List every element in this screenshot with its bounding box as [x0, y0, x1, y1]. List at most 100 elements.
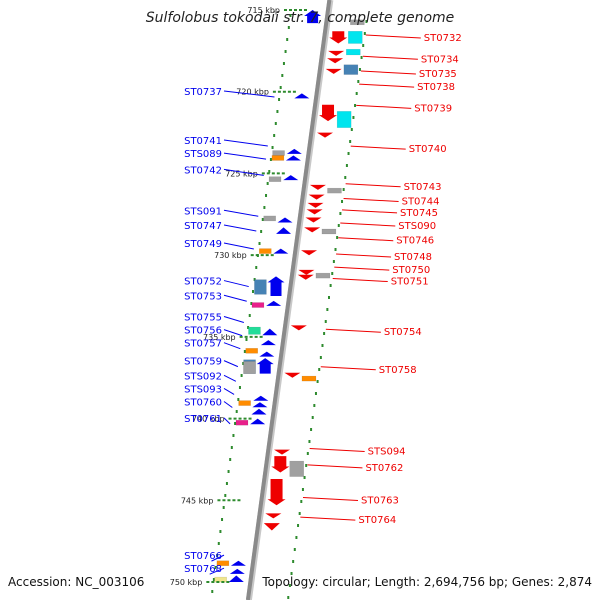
- tick-dot: [288, 584, 291, 587]
- tick-dot: [287, 26, 290, 29]
- kbp-marker-label: 745 kbp: [181, 496, 214, 505]
- reverse-gene-arrow: [306, 209, 323, 215]
- tick-dot: [289, 14, 292, 17]
- tick-dot: [326, 308, 329, 311]
- forward-gene-box: [271, 155, 285, 161]
- reverse-gene-arrow: [319, 104, 338, 122]
- tick-dot: [310, 428, 313, 431]
- tick-dot: [235, 410, 238, 413]
- tick-dot: [350, 128, 353, 131]
- tick-dot: [323, 332, 326, 335]
- tick-dot: [240, 374, 243, 377]
- reverse-label-leader: [365, 34, 421, 39]
- tick-dot: [355, 92, 358, 95]
- tick-dot: [327, 296, 330, 299]
- reverse-gene-label: ST0758: [379, 365, 417, 376]
- tick-dot: [269, 158, 272, 161]
- reverse-gene-label: ST0740: [409, 144, 447, 155]
- reverse-label-leader: [350, 145, 406, 150]
- reverse-gene-label: ST0750: [392, 265, 430, 276]
- kbp-marker-label: 730 kbp: [214, 251, 247, 260]
- reverse-gene-arrow: [301, 250, 318, 256]
- reverse-gene-box: [348, 30, 363, 44]
- tick-dot: [243, 350, 246, 353]
- reverse-gene-arrow: [329, 31, 348, 44]
- reverse-gene-arrow: [298, 269, 315, 275]
- tick-dot: [365, 20, 368, 23]
- reverse-gene-box: [336, 111, 352, 128]
- tick-dot: [329, 284, 332, 287]
- reverse-label-leader: [338, 237, 394, 242]
- label-leaders-layer: [209, 34, 421, 575]
- reverse-label-leader: [345, 183, 401, 188]
- tick-dot: [225, 482, 228, 485]
- tick-dot: [362, 44, 365, 47]
- tick-dot: [303, 476, 306, 479]
- reverse-gene-label: ST0738: [417, 82, 455, 93]
- forward-gene-arrow: [294, 93, 310, 99]
- forward-gene-arrow: [262, 328, 278, 336]
- reverse-gene-label: ST0739: [414, 103, 452, 114]
- tick-dot: [212, 578, 215, 581]
- forward-gene-label: ST0756: [184, 326, 222, 337]
- reverse-gene-label: ST0735: [419, 69, 457, 80]
- forward-gene-arrow: [267, 276, 285, 296]
- forward-label-leader: [223, 401, 233, 408]
- tick-dot: [273, 134, 276, 137]
- forward-gene-box: [272, 150, 285, 156]
- forward-label-leader: [223, 387, 235, 395]
- tick-dot: [224, 494, 227, 497]
- forward-gene-arrow: [276, 227, 292, 234]
- reverse-gene-arrow: [325, 68, 342, 74]
- forward-gene-box: [268, 176, 282, 182]
- reverse-gene-arrow: [308, 194, 325, 200]
- tick-dot: [286, 38, 289, 41]
- tick-dot: [318, 368, 321, 371]
- kbp-marker-label: 735 kbp: [203, 333, 236, 342]
- tick-dot: [276, 110, 279, 113]
- forward-gene-label: ST0761: [184, 414, 222, 425]
- forward-gene-box: [214, 576, 227, 583]
- forward-gene-box: [216, 560, 230, 567]
- forward-gene-arrow: [229, 568, 245, 574]
- forward-label-leader: [223, 139, 268, 147]
- reverse-gene-arrow: [317, 132, 334, 138]
- forward-label-leader: [223, 152, 267, 160]
- tick-dot: [314, 392, 317, 395]
- tick-dot: [331, 272, 334, 275]
- tick-dot: [319, 356, 322, 359]
- tick-dot: [217, 542, 220, 545]
- forward-gene-arrow: [252, 402, 268, 408]
- tick-dot: [258, 242, 261, 245]
- tick-dot: [279, 86, 282, 89]
- forward-gene-label: ST0755: [184, 313, 222, 324]
- genome-title: Sulfolobus tokodaii str. 7, complete gen…: [145, 10, 455, 26]
- reverse-gene-label: ST0743: [404, 182, 442, 193]
- tick-dot: [221, 518, 224, 521]
- reverse-gene-arrow: [263, 523, 280, 531]
- reverse-gene-label: ST0745: [400, 208, 438, 219]
- forward-gene-label: ST0759: [184, 357, 222, 368]
- tick-dot: [229, 458, 232, 461]
- forward-gene-arrow: [277, 217, 293, 223]
- tick-dot: [349, 140, 352, 143]
- forward-gene-label: ST0752: [184, 277, 222, 288]
- reverse-label-leader: [325, 328, 381, 333]
- forward-gene-arrow: [256, 358, 274, 374]
- forward-gene-box: [238, 400, 251, 406]
- tick-dot: [354, 104, 357, 107]
- reverse-gene-box: [301, 375, 317, 382]
- tick-dot: [282, 62, 285, 65]
- reverse-gene-arrow: [309, 184, 326, 190]
- tick-dot: [301, 488, 304, 491]
- reverse-gene-arrow: [304, 227, 321, 233]
- forward-gene-label: ST0753: [184, 291, 222, 302]
- tick-dot: [278, 98, 281, 101]
- forward-label-leader: [223, 209, 259, 217]
- reverse-gene-label: ST0751: [391, 277, 429, 288]
- tick-dot: [324, 320, 327, 323]
- tick-dot: [255, 266, 258, 269]
- reverse-gene-arrow: [307, 202, 324, 208]
- features-layer: [214, 10, 365, 583]
